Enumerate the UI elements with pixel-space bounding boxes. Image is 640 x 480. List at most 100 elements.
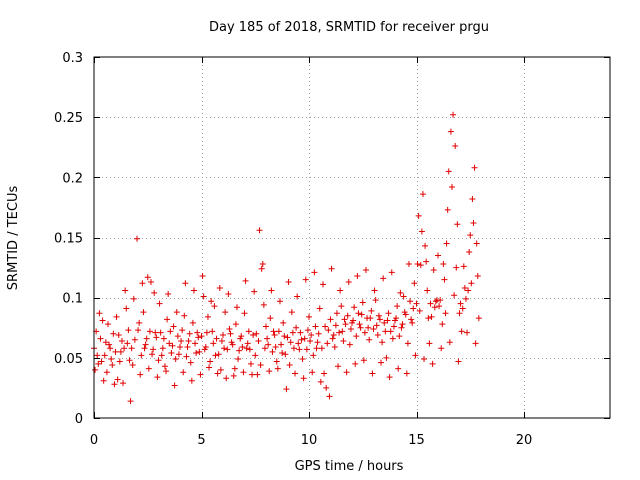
data-point <box>153 334 160 341</box>
data-point <box>466 248 473 255</box>
data-point <box>218 337 225 344</box>
data-point <box>304 327 311 334</box>
y-tick-label: 0.2 <box>62 171 83 186</box>
plot-frame <box>93 56 611 419</box>
grid <box>94 57 610 418</box>
data-point <box>289 329 296 336</box>
data-point <box>192 340 199 347</box>
data-point <box>231 365 238 372</box>
chart-title: Day 185 of 2018, SRMTID for receiver prg… <box>209 20 489 35</box>
data-point <box>256 227 263 234</box>
data-point <box>224 346 231 353</box>
data-point <box>147 279 154 286</box>
data-point <box>383 354 390 361</box>
data-point <box>151 289 158 296</box>
data-point <box>126 357 133 364</box>
data-point <box>310 352 317 359</box>
data-point <box>135 327 142 334</box>
data-point <box>396 333 403 340</box>
data-point <box>247 360 254 367</box>
data-point <box>103 369 110 376</box>
data-point <box>177 344 183 351</box>
data-point <box>386 374 393 381</box>
data-point <box>139 280 146 287</box>
data-point <box>472 340 479 347</box>
data-point <box>328 265 335 272</box>
data-point <box>166 340 173 347</box>
data-point <box>112 348 119 355</box>
data-point <box>150 346 157 353</box>
data-point <box>414 260 421 267</box>
data-point <box>251 288 258 295</box>
data-point <box>462 295 469 302</box>
data-point <box>450 111 457 118</box>
data-point <box>370 325 377 332</box>
data-point <box>157 329 164 336</box>
data-point <box>395 365 402 372</box>
data-point <box>275 328 282 335</box>
y-tick-label: 0.15 <box>54 232 83 247</box>
data-point <box>473 240 480 247</box>
data-point <box>267 315 274 322</box>
data-point <box>209 328 216 335</box>
data-point <box>198 333 205 340</box>
y-tick-label: 0.05 <box>54 352 83 367</box>
data-point <box>394 303 401 310</box>
data-point <box>272 344 279 351</box>
data-point <box>439 321 446 328</box>
data-point <box>186 330 193 337</box>
data-point <box>284 334 291 341</box>
axis-ticks: 0 5 10 15 20 0 0.05 0.1 0.15 0.2 0.25 0.3 <box>54 51 610 448</box>
data-point <box>324 340 331 347</box>
data-point <box>142 341 149 348</box>
data-point <box>190 287 197 294</box>
data-point <box>123 305 130 312</box>
data-point <box>240 369 247 376</box>
data-point <box>306 313 312 320</box>
data-point <box>276 298 283 305</box>
data-point <box>413 300 420 307</box>
data-point <box>365 324 372 331</box>
data-point <box>435 252 441 259</box>
data-point <box>185 337 192 344</box>
data-point <box>114 376 121 383</box>
data-point <box>308 331 315 338</box>
data-point <box>327 316 334 323</box>
data-point <box>225 291 232 298</box>
data-point <box>347 325 354 332</box>
data-point <box>212 352 219 359</box>
data-point <box>173 309 180 316</box>
data-point <box>196 348 203 355</box>
data-point <box>204 313 211 320</box>
data-point <box>356 321 363 328</box>
data-point <box>423 258 430 265</box>
data-point <box>195 334 202 341</box>
data-point <box>170 323 177 330</box>
data-point <box>98 358 105 365</box>
data-point <box>314 339 321 346</box>
data-point <box>286 362 293 369</box>
data-point <box>399 321 406 328</box>
data-point <box>340 337 347 344</box>
data-point <box>221 345 228 352</box>
data-point <box>387 328 394 335</box>
y-tick-label: 0.25 <box>54 111 83 126</box>
data-point <box>206 364 213 371</box>
data-point <box>107 345 114 352</box>
y-axis-label: SRMTID / TECUs <box>6 186 21 291</box>
data-point <box>99 317 106 324</box>
data-point <box>128 345 135 352</box>
data-point <box>389 335 396 342</box>
data-point <box>428 313 435 320</box>
data-point <box>104 321 111 328</box>
data-point <box>183 353 190 360</box>
data-point <box>453 264 460 271</box>
data-point <box>264 335 271 342</box>
data-point <box>97 335 104 342</box>
data-point <box>288 309 295 316</box>
data-point <box>178 337 185 344</box>
data-point <box>318 345 325 352</box>
data-point <box>385 310 392 317</box>
data-point <box>323 384 330 391</box>
